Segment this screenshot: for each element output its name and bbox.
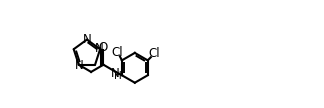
Text: Cl: Cl [111, 46, 122, 59]
Text: N: N [75, 59, 84, 72]
Text: N: N [83, 33, 92, 46]
Text: Cl: Cl [148, 47, 160, 60]
Text: O: O [99, 41, 108, 54]
Text: H: H [114, 71, 122, 81]
Text: N: N [110, 68, 119, 80]
Text: N: N [95, 42, 103, 55]
